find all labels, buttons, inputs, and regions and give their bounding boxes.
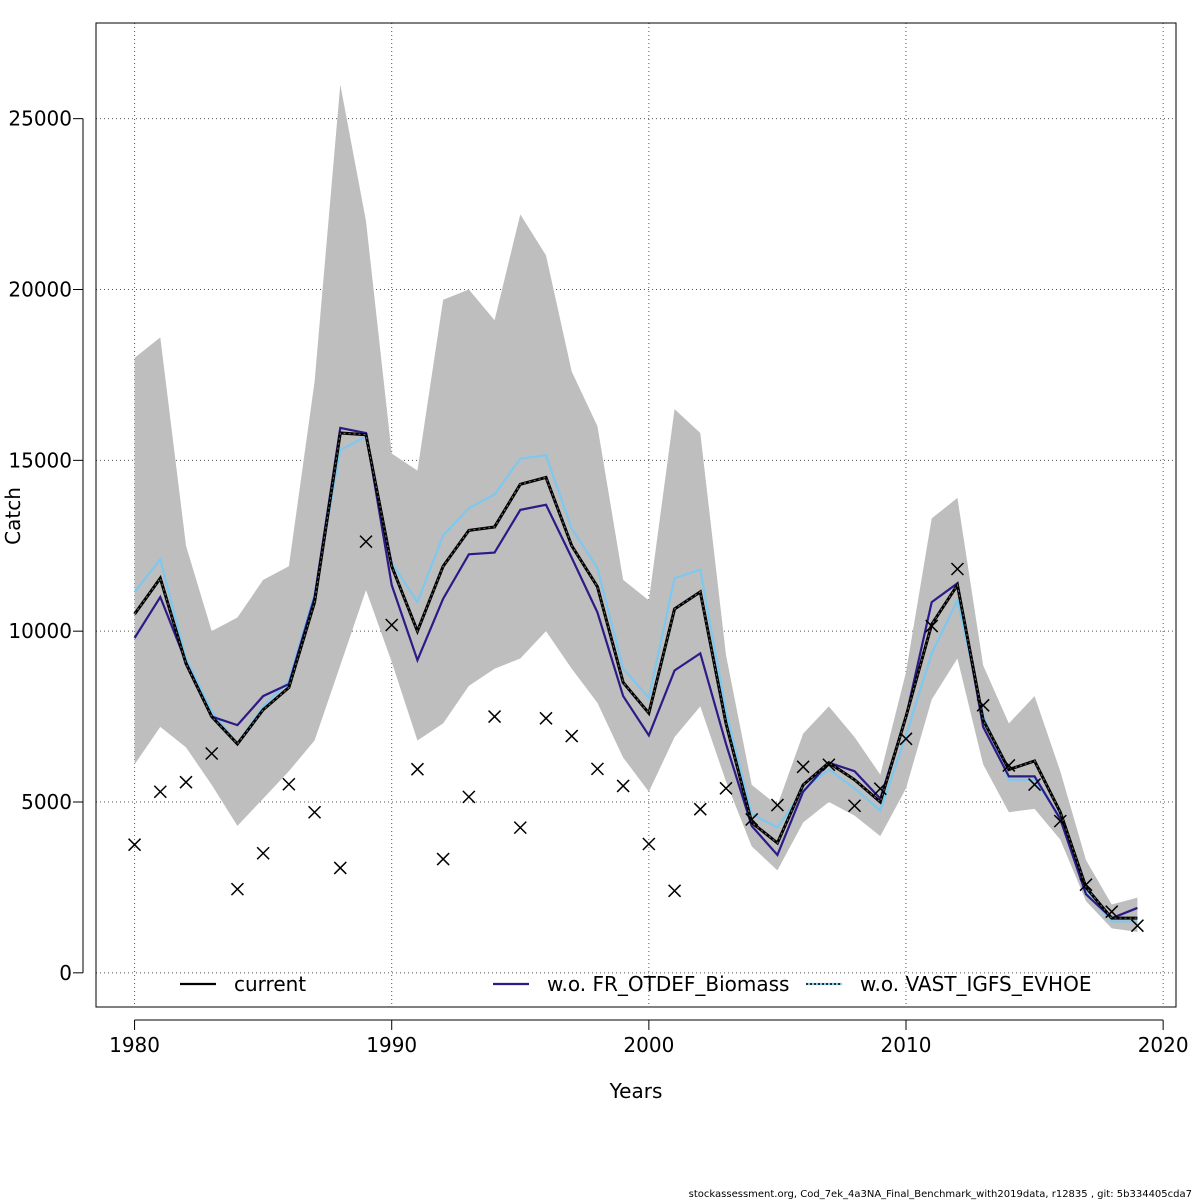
observed-point-1995 [513, 821, 527, 835]
series-layer [133, 426, 1138, 923]
x-axis-title: Years [609, 1079, 663, 1103]
observed-point-2010 [899, 732, 913, 746]
observed-point-2002 [693, 802, 707, 816]
observed-point-2007 [822, 758, 836, 772]
observed-point-2006 [796, 760, 810, 774]
observed-point-1991 [410, 762, 424, 776]
observed-point-1998 [590, 762, 604, 776]
x-tick-label-1980: 1980 [109, 1033, 160, 1057]
observed-points-layer [128, 535, 1144, 933]
observed-point-2000 [642, 837, 656, 851]
observed-point-1992 [436, 852, 450, 866]
observed-point-2015 [1028, 778, 1042, 792]
observed-point-1989 [359, 535, 373, 549]
y-tick-label-15000: 15000 [8, 448, 72, 472]
legend-label-w-o-vast-igfs-evhoe: w.o. VAST_IGFS_EVHOE [860, 972, 1091, 996]
observed-point-1980 [128, 838, 142, 852]
observed-point-1983 [205, 746, 219, 761]
x-tick-label-2000: 2000 [623, 1033, 674, 1057]
plot-box [95, 22, 1177, 1008]
observed-point-2016 [1053, 814, 1067, 828]
observed-point-1986 [282, 777, 296, 791]
observed-point-2013 [976, 698, 990, 712]
observed-point-1994 [488, 710, 502, 724]
observed-point-2014 [1002, 758, 1016, 772]
observed-point-2017 [1079, 878, 1093, 892]
footer-credit: stockassessment.org, Cod_7ek_4a3NA_Final… [689, 1189, 1192, 1200]
confidence-band [134, 84, 1138, 932]
observed-point-1984 [230, 882, 244, 896]
confidence-band-layer [134, 84, 1138, 932]
x-tick-label-1990: 1990 [366, 1033, 417, 1057]
legend: current w.o. FR_OTDEF_Biomass w.o. VAST_IG… [180, 972, 1091, 996]
x-tick-label-2010: 2010 [881, 1033, 932, 1057]
y-tick-label-25000: 25000 [8, 107, 72, 131]
observed-point-2011 [925, 619, 939, 633]
observed-point-1990 [385, 618, 399, 632]
observed-point-1999 [616, 779, 630, 793]
observed-point-2004 [745, 812, 759, 826]
observed-point-2001 [668, 884, 682, 898]
observed-point-2005 [770, 798, 784, 812]
observed-point-1987 [308, 805, 322, 819]
y-tick-label-0: 0 [59, 961, 72, 985]
series-line-current-overlay [134, 432, 1138, 919]
observed-point-1996 [539, 711, 553, 725]
observed-point-1997 [565, 729, 579, 743]
y-axis-title: Catch [1, 487, 25, 545]
observed-point-1982 [179, 775, 193, 789]
observed-point-2018 [1105, 905, 1119, 919]
x-axis: 1980 1990 2000 2010 2020 [109, 1019, 1189, 1057]
observed-point-1981 [153, 785, 167, 799]
observed-point-2009 [873, 782, 887, 796]
observed-point-2008 [848, 799, 862, 813]
observed-point-2012 [950, 562, 964, 576]
x-tick-label-2020: 2020 [1138, 1033, 1189, 1057]
observed-point-1993 [462, 790, 476, 804]
y-tick-label-20000: 20000 [8, 278, 72, 302]
observed-point-1985 [256, 846, 270, 860]
y-tick-label-10000: 10000 [8, 619, 72, 643]
legend-label-current: current [234, 972, 306, 996]
observed-point-2019 [1130, 919, 1144, 933]
y-tick-label-5000: 5000 [21, 790, 72, 814]
y-axis: 0 5000 10000 15000 20000 25000 [8, 107, 84, 985]
observed-point-2003 [719, 781, 733, 795]
legend-label-w-o-fr-otdef-biomass: w.o. FR_OTDEF_Biomass [547, 972, 789, 996]
observed-point-1988 [333, 861, 347, 875]
grid [96, 23, 1176, 1007]
